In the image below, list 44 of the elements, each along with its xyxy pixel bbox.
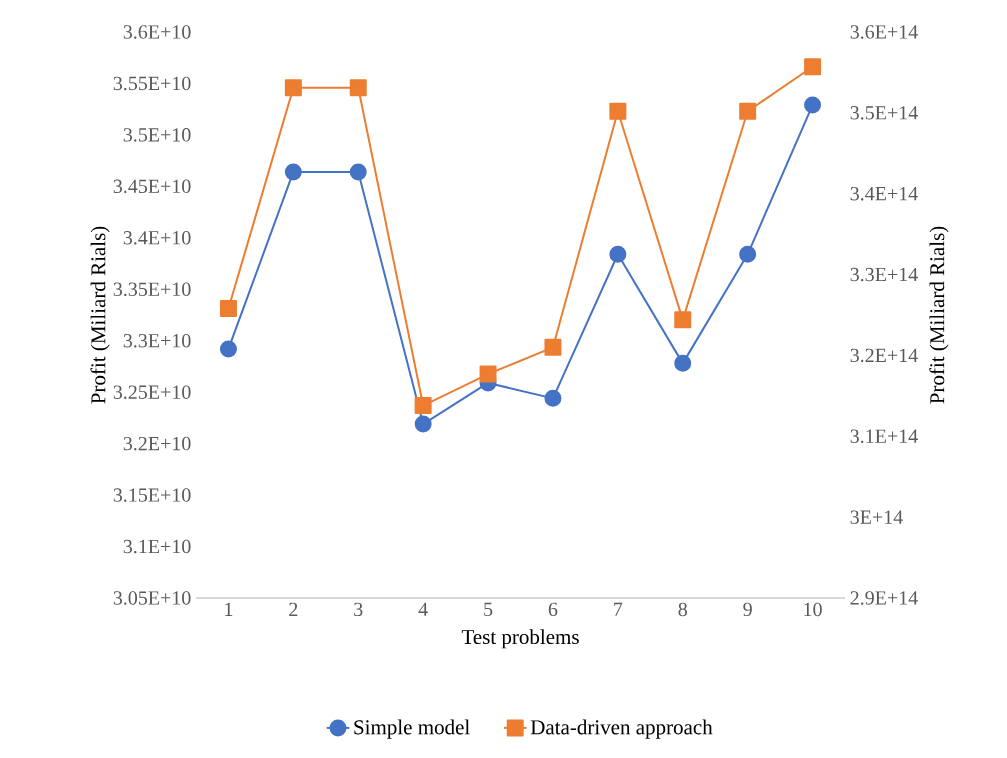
point	[739, 245, 757, 263]
point	[609, 245, 627, 263]
y2-axis-title: Profit (Miliard Rials)	[929, 226, 949, 404]
x-axis-title: Test problems	[461, 629, 579, 649]
y-tick-label: 3.25E+10	[113, 385, 191, 399]
y-tick-label: 3.55E+10	[113, 76, 191, 91]
point	[674, 354, 692, 372]
x-tick-label: 9	[743, 602, 752, 617]
y2-tick-label: 3.4E+14	[850, 186, 918, 201]
x-tick-label: 10	[804, 602, 822, 617]
legend-label: Data-driven approach	[530, 719, 713, 739]
point	[414, 415, 432, 433]
y-tick-label: 3.1E+10	[123, 539, 191, 554]
y2-tick-label: 3.5E+14	[850, 106, 918, 120]
x-tick-label: 4	[418, 602, 428, 616]
y2-tick-label: 2.9E+14	[850, 591, 918, 605]
y-tick-label: 3.05E+10	[113, 591, 191, 605]
x-tick-label: 6	[548, 602, 558, 617]
x-tick-label: 2	[289, 602, 298, 616]
x-tick-label: 5	[484, 602, 493, 616]
y-tick-label: 3.6E+10	[123, 25, 191, 39]
x-tick-label: 7	[614, 602, 623, 616]
y2-tick-label: 3.6E+14	[850, 25, 918, 39]
x-tick-label: 1	[225, 602, 233, 616]
y2-tick-label: 3.1E+14	[850, 429, 918, 444]
point	[219, 340, 237, 358]
point	[349, 163, 367, 181]
y-axis-title: Profit (Miliard Rials)	[90, 226, 110, 404]
point	[804, 96, 822, 114]
point	[284, 163, 302, 181]
y2-tick-label: 3.3E+14	[850, 267, 918, 282]
x-tick-label: 3	[354, 602, 363, 617]
legend-label: Simple model	[354, 719, 470, 739]
y-tick-label: 3.45E+10	[113, 179, 191, 194]
y-tick-label: 3.15E+10	[113, 488, 191, 502]
y2-tick-label: 3E+14	[850, 510, 903, 524]
y2-tick-label: 3.2E+14	[850, 348, 918, 363]
y-tick-label: 3.2E+10	[123, 436, 191, 451]
x-tick-label: 8	[678, 602, 687, 617]
y-tick-label: 3.3E+10	[123, 333, 191, 348]
y-tick-label: 3.4E+10	[123, 231, 191, 245]
point	[544, 389, 562, 407]
y-tick-label: 3.35E+10	[113, 282, 191, 297]
y-tick-label: 3.5E+10	[123, 128, 191, 142]
